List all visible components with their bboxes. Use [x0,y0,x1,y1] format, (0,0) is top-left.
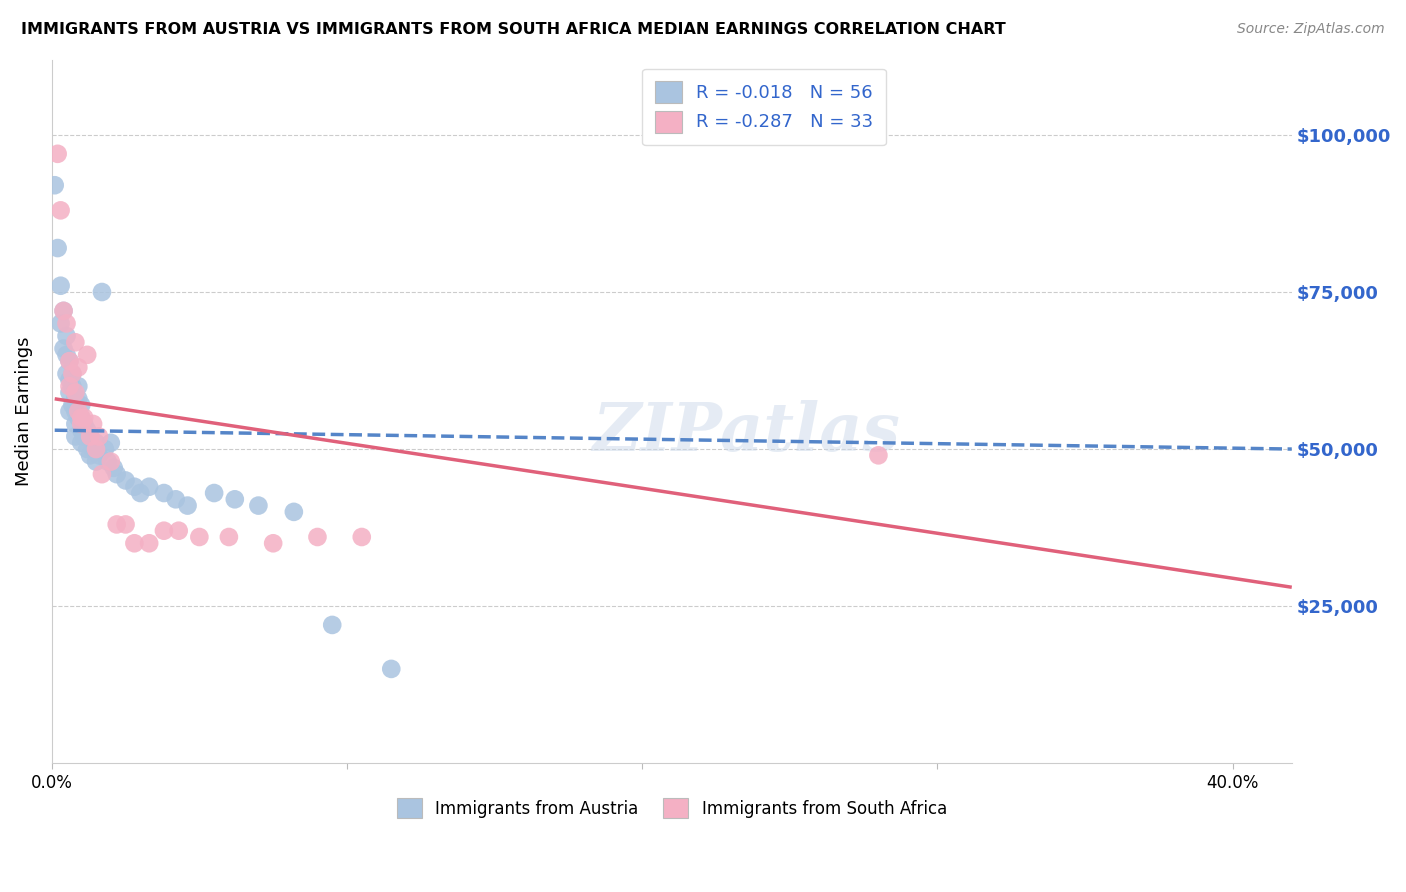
Point [138,480,160,494]
Point [58,404,80,418]
Point [97,455,120,469]
Point [84,435,107,450]
Point [218,530,240,544]
Point [307,530,329,544]
Point [67,379,90,393]
Point [65,385,87,400]
Point [62,367,84,381]
Point [105,467,128,482]
Point [58,354,80,368]
Point [70,423,93,437]
Point [114,517,136,532]
Point [114,474,136,488]
Point [76,442,98,456]
Point [188,530,211,544]
Point [58,373,80,387]
Point [167,524,190,538]
Point [52,342,75,356]
Point [84,442,107,456]
Point [49,317,72,331]
Point [283,505,305,519]
Point [124,536,146,550]
Point [44,178,66,193]
Point [65,392,87,406]
Point [49,278,72,293]
Point [67,410,90,425]
Point [49,203,72,218]
Point [262,536,284,550]
Point [129,486,152,500]
Point [79,429,101,443]
Point [100,435,122,450]
Point [52,303,75,318]
Text: Source: ZipAtlas.com: Source: ZipAtlas.com [1237,22,1385,37]
Point [224,492,246,507]
Point [868,448,890,462]
Point [62,398,84,412]
Point [76,423,98,437]
Point [82,442,104,456]
Point [62,379,84,393]
Point [100,455,122,469]
Point [87,448,110,462]
Text: ZIPatlas: ZIPatlas [592,400,900,465]
Point [202,486,225,500]
Point [70,435,93,450]
Point [165,492,187,507]
Point [350,530,373,544]
Point [55,317,77,331]
Point [103,461,125,475]
Point [65,429,87,443]
Point [46,241,69,255]
Point [79,429,101,443]
Point [65,404,87,418]
Point [91,285,114,299]
Point [105,517,128,532]
Point [67,404,90,418]
Point [55,367,77,381]
Point [65,417,87,431]
Y-axis label: Median Earnings: Median Earnings [15,336,32,486]
Point [79,448,101,462]
Point [153,486,176,500]
Point [84,455,107,469]
Point [67,392,90,406]
Point [52,303,75,318]
Point [58,354,80,368]
Text: IMMIGRANTS FROM AUSTRIA VS IMMIGRANTS FROM SOUTH AFRICA MEDIAN EARNINGS CORRELAT: IMMIGRANTS FROM AUSTRIA VS IMMIGRANTS FR… [21,22,1005,37]
Point [138,536,160,550]
Point [70,398,93,412]
Point [55,348,77,362]
Point [70,410,93,425]
Point [321,618,343,632]
Point [46,146,69,161]
Point [58,379,80,393]
Point [176,499,198,513]
Point [87,429,110,443]
Point [58,385,80,400]
Point [70,410,93,425]
Point [73,417,96,431]
Point [73,410,96,425]
Point [70,417,93,431]
Point [82,417,104,431]
Point [65,335,87,350]
Point [67,360,90,375]
Point [76,348,98,362]
Point [124,480,146,494]
Point [62,367,84,381]
Point [380,662,402,676]
Point [247,499,270,513]
Legend: Immigrants from Austria, Immigrants from South Africa: Immigrants from Austria, Immigrants from… [389,791,953,825]
Point [91,467,114,482]
Point [153,524,176,538]
Point [73,429,96,443]
Point [55,329,77,343]
Point [94,442,117,456]
